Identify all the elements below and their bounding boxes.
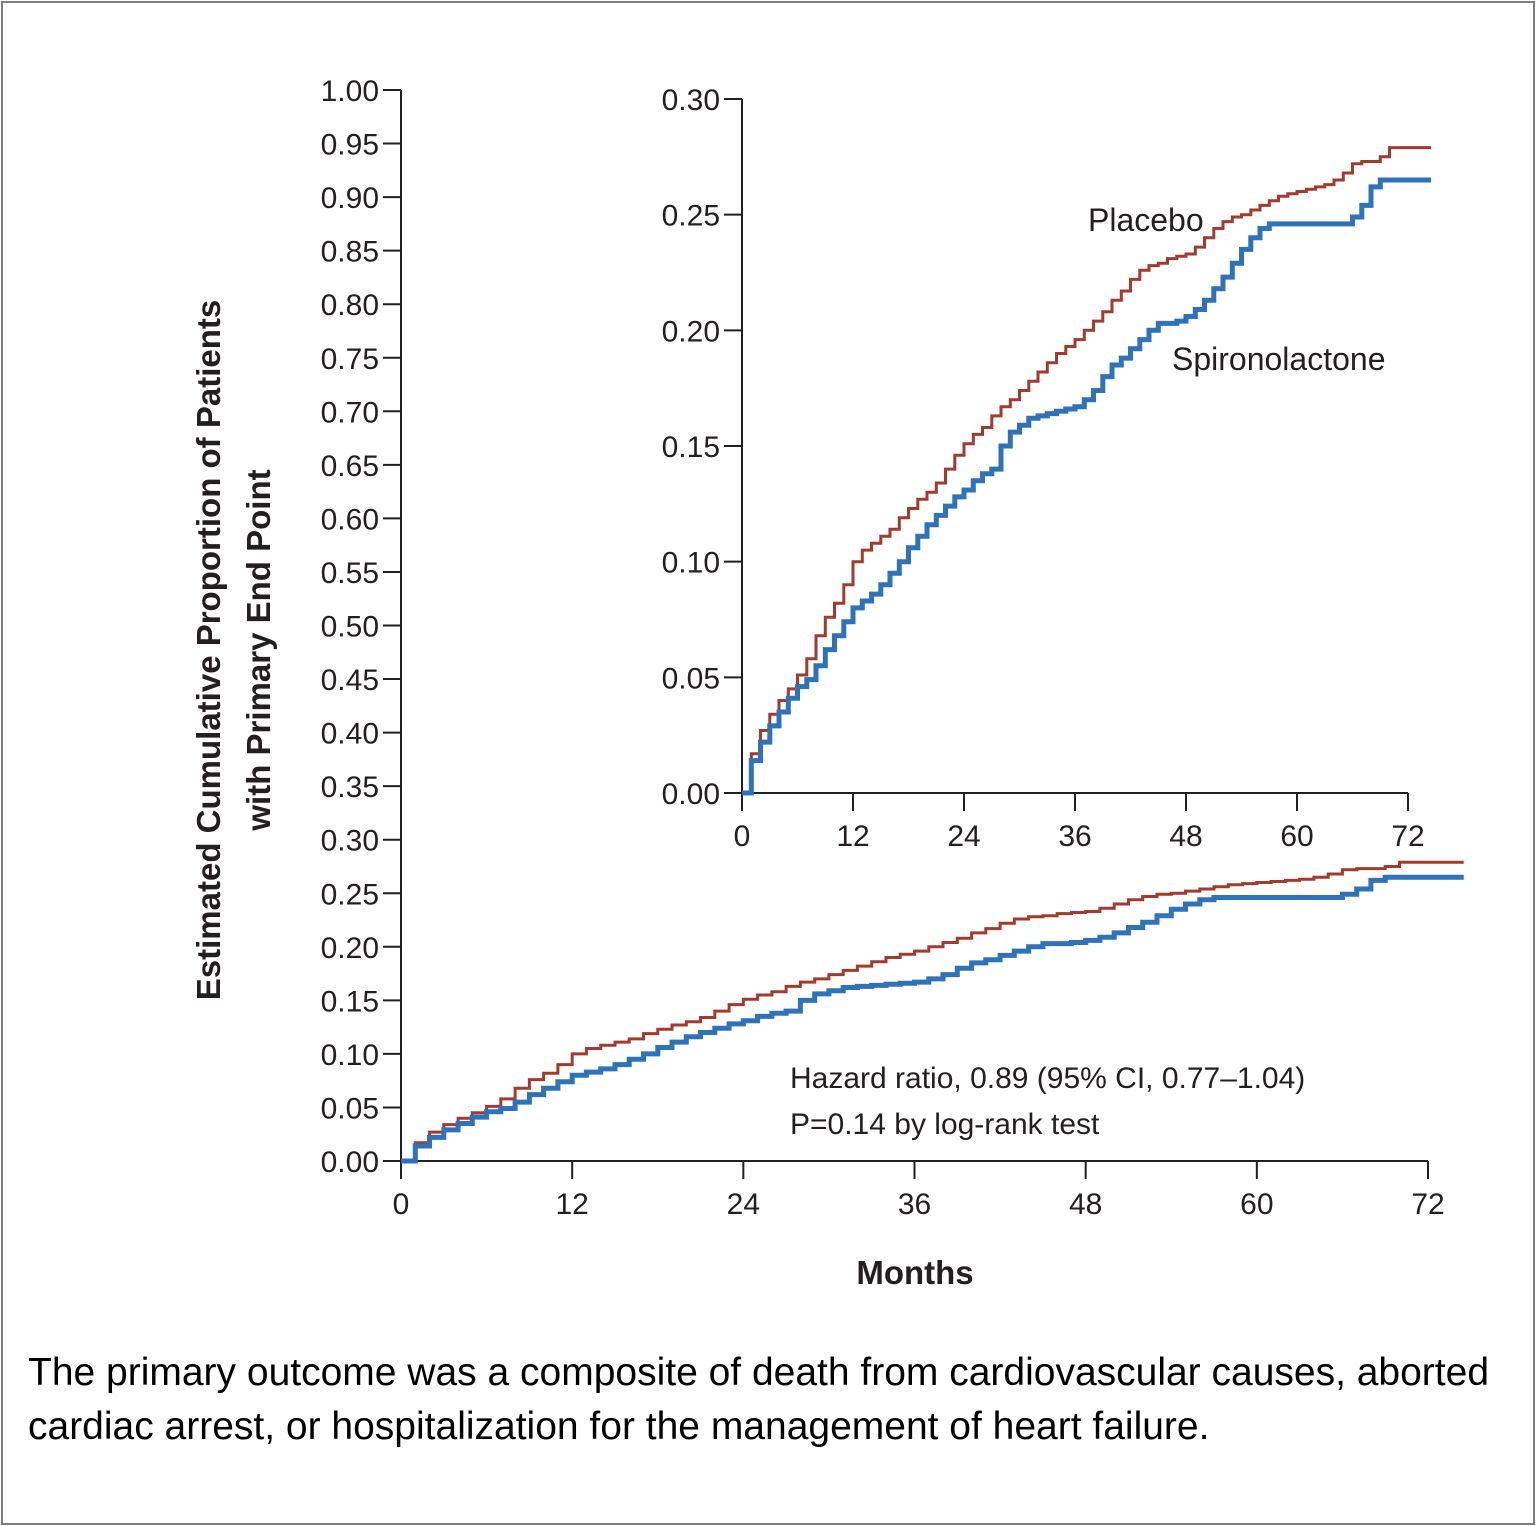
- inset-x-tick-label: 48: [1169, 820, 1202, 853]
- main-x-tick-label: 36: [898, 1188, 931, 1221]
- inset-x-tick-label: 36: [1058, 820, 1091, 853]
- main-y-tick-label: 0.30: [321, 825, 379, 858]
- inset-y-tick-label: 0.15: [662, 431, 720, 464]
- main-y-tick-label: 0.95: [321, 129, 379, 162]
- inset-y-tick-label: 0.30: [662, 84, 720, 117]
- inset-y-tick-label: 0.20: [662, 315, 720, 348]
- main-y-tick-label: 0.05: [321, 1092, 379, 1125]
- inset-series-placebo: [742, 146, 1432, 795]
- main-y-tick-label: 1.00: [321, 75, 379, 108]
- figure-caption: The primary outcome was a composite of d…: [28, 1351, 1490, 1448]
- main-plot: 0.00 0.05 0.10 0.15 0.20 0.25 0.30 0.35 0.40 0.45…: [321, 75, 1464, 1221]
- main-y-tick-label: 0.55: [321, 557, 379, 590]
- main-x-tick-label: 12: [555, 1188, 588, 1221]
- main-y-tick-label: 0.00: [321, 1146, 379, 1179]
- main-y-tick-label: 0.10: [321, 1039, 379, 1072]
- inset-x-tick-label: 60: [1280, 820, 1313, 853]
- inset-y-tick-label: 0.05: [662, 662, 720, 695]
- main-y-tick-label: 0.45: [321, 664, 379, 697]
- y-axis-title-line2: with Primary End Point: [240, 469, 277, 831]
- main-y-tick-label: 0.35: [321, 771, 379, 804]
- main-x-tick-label: 48: [1069, 1188, 1102, 1221]
- main-y-tick-label: 0.20: [321, 932, 379, 965]
- hazard-ratio-annotation: Hazard ratio, 0.89 (95% CI, 0.77–1.04): [790, 1062, 1305, 1095]
- inset-y-tick-label: 0.25: [662, 200, 720, 233]
- main-y-tick-label: 0.40: [321, 718, 379, 751]
- main-x-tick-label: 60: [1240, 1188, 1273, 1221]
- main-x-tick-label: 72: [1411, 1188, 1444, 1221]
- main-series-placebo: [401, 860, 1464, 1163]
- main-x-tick-label: 0: [393, 1188, 410, 1221]
- inset-plot: 0.00 0.05 0.10 0.15 0.20 0.25 0.30 0 12 24 36 48 60 7…: [662, 84, 1432, 853]
- main-y-tick-label: 0.90: [321, 182, 379, 215]
- x-axis-title: Months: [856, 1254, 973, 1291]
- main-y-tick-label: 0.65: [321, 450, 379, 483]
- main-y-tick-label: 0.50: [321, 611, 379, 644]
- inset-y-tick-label: 0.10: [662, 547, 720, 580]
- inset-x-tick-label: 24: [947, 820, 980, 853]
- placebo-label: Placebo: [1088, 202, 1204, 238]
- main-x-tick-label: 24: [727, 1188, 760, 1221]
- inset-y-tick-label: 0.00: [662, 778, 720, 811]
- main-y-tick-label: 0.15: [321, 985, 379, 1018]
- main-y-tick-label: 0.80: [321, 289, 379, 322]
- spironolactone-label: Spironolactone: [1172, 341, 1385, 377]
- main-y-tick-label: 0.85: [321, 236, 379, 269]
- main-y-tick-label: 0.25: [321, 878, 379, 911]
- inset-series-spironolactone: [742, 177, 1432, 796]
- inset-x-tick-label: 72: [1391, 820, 1424, 853]
- inset-x-tick-label: 12: [836, 820, 869, 853]
- main-y-tick-label: 0.75: [321, 343, 379, 376]
- main-y-tick-label: 0.70: [321, 396, 379, 429]
- inset-x-tick-label: 0: [734, 820, 751, 853]
- y-axis-title-line1: Estimated Cumulative Proportion of Patie…: [190, 300, 227, 1000]
- main-y-tick-label: 0.60: [321, 503, 379, 536]
- p-value-annotation: P=0.14 by log-rank test: [790, 1108, 1100, 1141]
- main-series-spironolactone: [401, 874, 1464, 1164]
